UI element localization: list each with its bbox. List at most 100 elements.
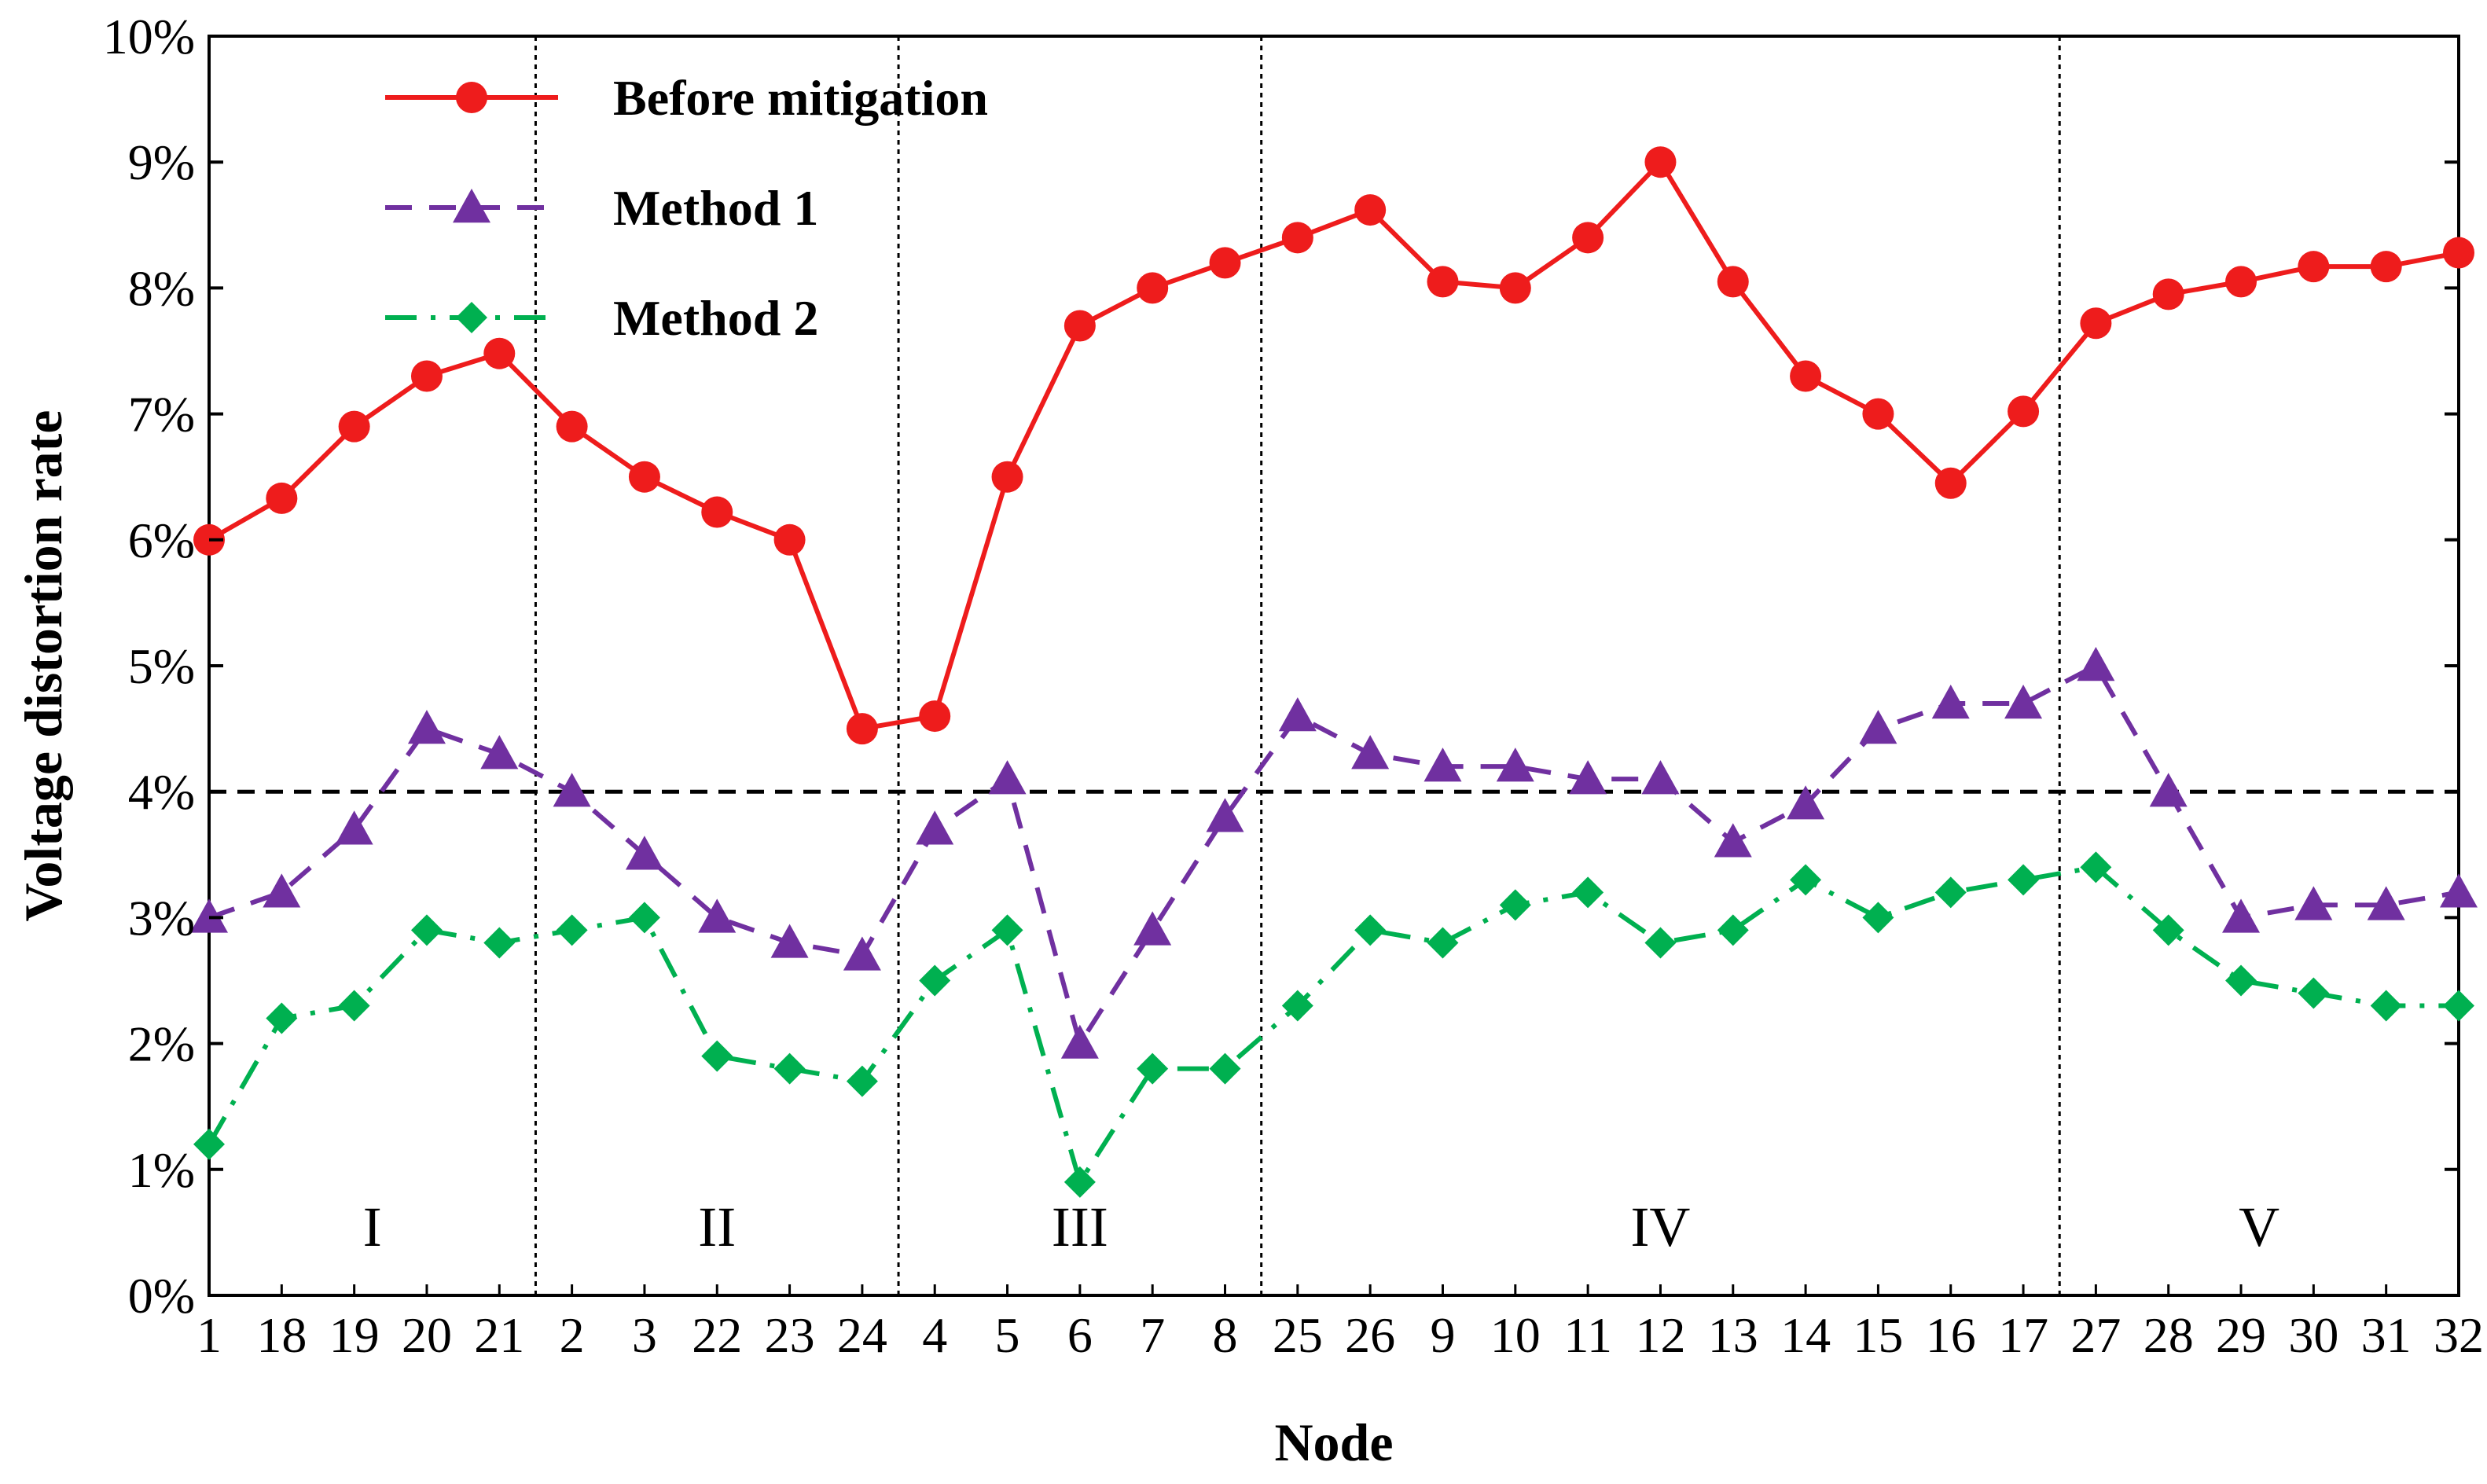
x-tick-label: 2: [560, 1307, 585, 1363]
x-tick-label: 7: [1140, 1307, 1165, 1363]
data-point: [1787, 785, 1825, 820]
data-point: [335, 810, 373, 845]
x-tick-label: 6: [1067, 1307, 1093, 1363]
data-point: [407, 710, 446, 744]
y-tick-label: 0%: [128, 1268, 195, 1324]
x-tick-label: 3: [632, 1307, 657, 1363]
data-point: [1790, 360, 1822, 392]
legend[interactable]: Before mitigation Method 1 Method 2: [385, 70, 988, 346]
legend-label: Method 1: [613, 180, 818, 236]
x-tick-label: 30: [2288, 1307, 2338, 1363]
x-tick-label: 24: [837, 1307, 887, 1363]
data-point: [919, 964, 951, 997]
region-label: V: [2239, 1196, 2279, 1258]
x-tick-label: 20: [402, 1307, 452, 1363]
data-point: [1281, 990, 1313, 1022]
data-point: [190, 898, 228, 933]
x-tick-label: 18: [256, 1307, 307, 1363]
data-point: [846, 713, 878, 745]
x-tick-label: 25: [1273, 1307, 1323, 1363]
data-point: [628, 461, 660, 493]
data-point: [483, 337, 516, 369]
data-point: [1137, 272, 1169, 304]
data-point: [991, 914, 1023, 946]
data-point: [1934, 467, 1967, 499]
x-tick-label: 21: [474, 1307, 524, 1363]
x-tick-label: 31: [2361, 1307, 2412, 1363]
series-line: [208, 663, 2459, 1046]
data-point: [773, 1052, 806, 1085]
data-point: [1133, 911, 1172, 946]
x-tick-label: 23: [765, 1307, 815, 1363]
data-point: [2225, 266, 2257, 298]
x-tick-label: 19: [329, 1307, 380, 1363]
y-axis-title: Voltage distortion rate: [13, 410, 73, 922]
x-tick-label: 4: [922, 1307, 947, 1363]
data-point: [1427, 927, 1459, 959]
data-point: [2294, 886, 2333, 920]
data-point: [2222, 898, 2261, 933]
data-point: [1354, 914, 1387, 946]
y-tick-label: 1%: [128, 1142, 195, 1198]
data-point: [843, 936, 881, 971]
x-tick-label: 32: [2434, 1307, 2484, 1363]
data-point: [1063, 310, 1096, 342]
x-tick-label: 16: [1926, 1307, 1976, 1363]
legend-label: Before mitigation: [613, 70, 988, 126]
data-point: [1717, 266, 1749, 298]
x-tick-label: 5: [995, 1307, 1020, 1363]
data-point: [2149, 773, 2188, 807]
data-point: [2370, 990, 2402, 1022]
x-tick-label: 8: [1213, 1307, 1238, 1363]
data-point: [2077, 647, 2115, 681]
data-point: [770, 924, 809, 958]
axes: 0%1%2%3%4%5%6%7%8%9%10%1 18 19 20 21 2 3 22 23 24…: [103, 9, 2484, 1363]
legend-item[interactable]: Method 1: [385, 180, 818, 236]
data-point: [556, 410, 588, 443]
x-tick-label: 13: [1708, 1307, 1758, 1363]
x-tick-label: 22: [692, 1307, 742, 1363]
data-point: [1354, 194, 1387, 226]
data-point: [263, 873, 301, 908]
legend-label: Method 2: [613, 290, 818, 346]
data-point: [2008, 395, 2040, 428]
data-point: [2080, 851, 2112, 883]
legend-item[interactable]: Method 2: [385, 290, 818, 346]
x-tick-label: 12: [1635, 1307, 1685, 1363]
region-label: III: [1052, 1196, 1108, 1258]
data-point: [2298, 977, 2330, 1009]
data-point: [1424, 748, 1462, 782]
data-point: [1859, 710, 1897, 744]
data-point: [846, 1065, 878, 1097]
data-point: [2004, 685, 2043, 719]
data-point: [773, 523, 806, 556]
data-point: [2152, 914, 2184, 946]
legend-item[interactable]: Before mitigation: [385, 70, 988, 126]
legend-marker: [453, 189, 490, 223]
data-point: [338, 990, 370, 1022]
region-dividers: I II III IV V: [363, 36, 2279, 1295]
series-method-1: [190, 647, 2478, 1059]
data-point: [1934, 876, 1967, 909]
data-point: [483, 927, 516, 959]
data-point: [1499, 272, 1531, 304]
y-tick-label: 10%: [103, 9, 195, 64]
data-point: [988, 760, 1027, 795]
data-point: [266, 482, 298, 514]
x-tick-label: 11: [1563, 1307, 1612, 1363]
data-point: [2152, 278, 2184, 310]
data-point: [701, 496, 733, 528]
data-point: [1644, 146, 1677, 178]
data-point: [1572, 222, 1604, 254]
data-point: [2370, 251, 2402, 283]
data-point: [2080, 307, 2112, 340]
data-point: [1717, 914, 1749, 946]
data-point: [919, 700, 951, 733]
data-point: [1862, 398, 1894, 430]
data-point: [701, 1040, 733, 1072]
data-point: [625, 836, 663, 870]
x-tick-label: 17: [1998, 1307, 2048, 1363]
data-point: [916, 810, 954, 845]
data-point: [1790, 864, 1822, 896]
